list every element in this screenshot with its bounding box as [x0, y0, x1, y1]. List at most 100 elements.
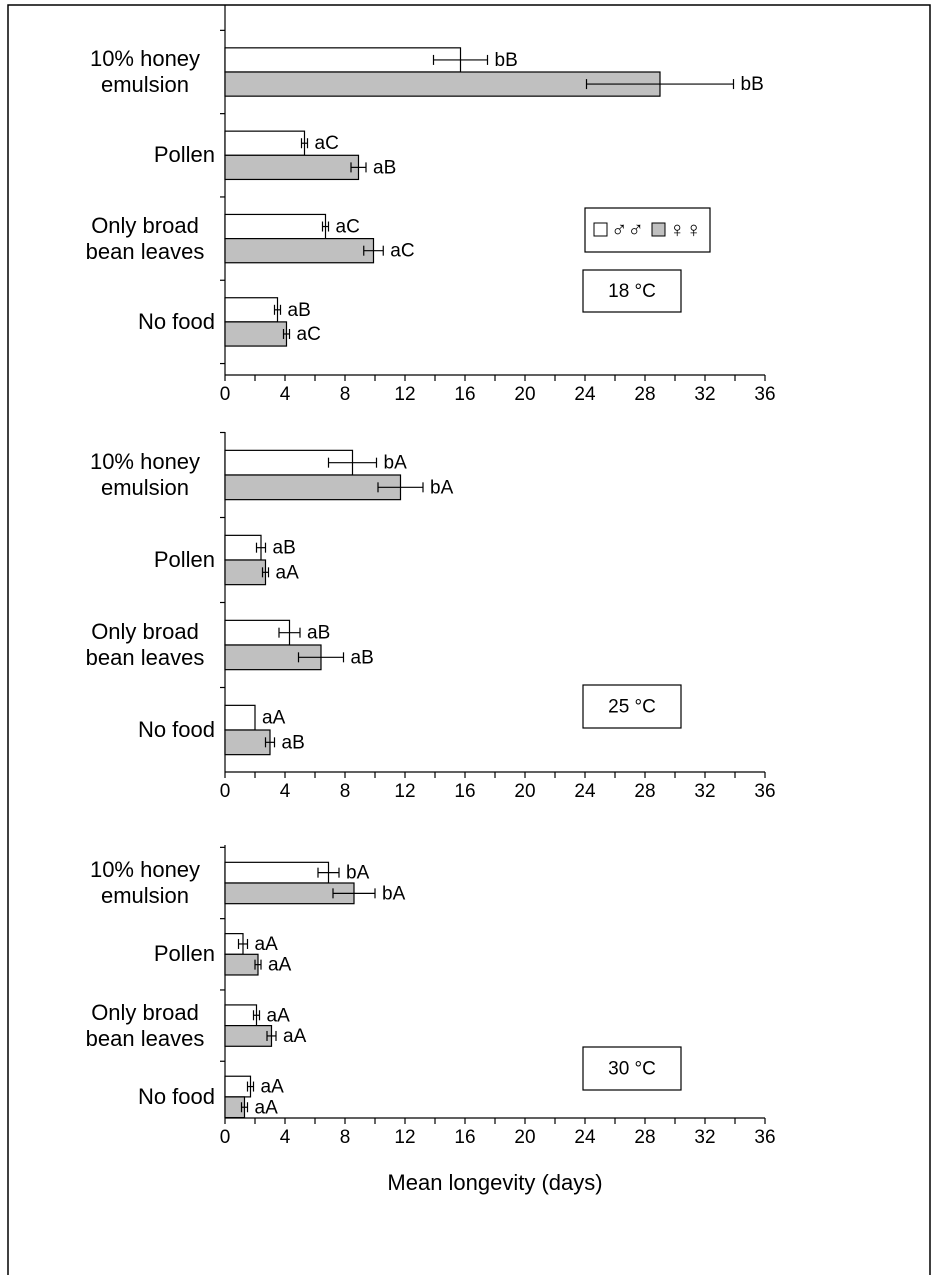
category-label: Only broad bean leaves — [85, 212, 205, 264]
x-tick-label: 32 — [694, 384, 715, 405]
legend-swatch — [593, 222, 608, 237]
legend-label: ♀♀ — [669, 217, 702, 242]
bar — [224, 213, 327, 240]
error-bar — [237, 938, 249, 949]
significance-letter: bB — [741, 74, 764, 95]
error-bar — [300, 138, 309, 149]
x-tick-label: 32 — [694, 781, 715, 802]
category-label: No food — [137, 308, 215, 334]
significance-letter: aB — [373, 157, 396, 178]
category-label: No food — [137, 717, 215, 742]
significance-letter: aB — [273, 538, 296, 559]
bar — [224, 729, 271, 756]
bar — [224, 559, 267, 586]
error-bar — [321, 221, 330, 232]
error-bar — [377, 482, 424, 493]
category-label: No food — [137, 1083, 215, 1109]
annotation: 25 °C — [608, 697, 656, 718]
annotation-box — [582, 684, 682, 729]
significance-letter: aA — [268, 955, 292, 976]
error-bar — [332, 888, 376, 899]
error-bar — [252, 1010, 261, 1021]
bar — [224, 953, 259, 976]
significance-letter: aB — [351, 647, 374, 668]
x-tick-label: 4 — [280, 781, 291, 802]
significance-letter: bA — [384, 453, 408, 474]
bar — [224, 297, 279, 323]
bar — [224, 704, 256, 731]
annotation-box — [582, 1046, 682, 1091]
error-bar — [264, 737, 276, 748]
error-bar — [240, 1102, 249, 1113]
category-label: Pollen — [153, 941, 215, 967]
significance-letter: bA — [346, 863, 370, 884]
bar — [224, 130, 306, 156]
category-label: Pollen — [153, 547, 215, 572]
frame — [7, 4, 931, 1275]
x-tick-label: 24 — [574, 781, 596, 802]
x-tick-label: 16 — [454, 781, 475, 802]
x-tick-label: 12 — [394, 384, 415, 405]
bar — [224, 1024, 273, 1047]
significance-letter: bA — [430, 477, 454, 498]
x-tick-label: 32 — [694, 1127, 715, 1148]
significance-letter: aC — [315, 133, 339, 154]
significance-letter: aB — [288, 300, 311, 321]
x-tick-label: 24 — [574, 1127, 596, 1148]
significance-letter: aC — [336, 217, 360, 238]
x-axis-label: Mean longevity (days) — [387, 1170, 602, 1195]
x-tick-label: 20 — [514, 1127, 535, 1148]
error-bar — [432, 54, 489, 65]
error-bar — [278, 627, 301, 638]
bar — [224, 534, 262, 561]
error-bar — [246, 1081, 255, 1092]
significance-letter: aA — [255, 1097, 279, 1118]
category-label: Only broad bean leaves — [85, 999, 205, 1051]
category-label: 10% honey emulsion — [89, 449, 201, 500]
bar — [224, 154, 360, 181]
significance-letter: aA — [283, 1026, 307, 1047]
error-bar — [255, 542, 267, 553]
significance-letter: aC — [390, 241, 414, 262]
significance-letter: aA — [261, 1077, 285, 1098]
bar — [224, 474, 402, 501]
bar — [224, 238, 375, 264]
significance-letter: aA — [276, 562, 300, 583]
x-tick-label: 16 — [454, 1127, 475, 1148]
x-tick-label: 24 — [574, 384, 596, 405]
error-bar — [273, 304, 282, 315]
category-label: 10% honey emulsion — [89, 46, 201, 97]
annotation: 18 °C — [608, 281, 656, 302]
significance-letter: aA — [262, 708, 286, 729]
x-tick-label: 28 — [634, 781, 655, 802]
error-bar — [350, 162, 367, 173]
significance-letter: aC — [297, 324, 321, 345]
error-bar — [327, 457, 378, 468]
annotation: 30 °C — [608, 1059, 656, 1080]
x-tick-label: 20 — [514, 781, 535, 802]
legend-swatch — [651, 222, 666, 237]
x-tick-label: 16 — [454, 384, 475, 405]
x-tick-label: 36 — [754, 781, 775, 802]
x-tick-label: 8 — [340, 781, 351, 802]
significance-letter: aA — [255, 934, 279, 955]
x-tick-label: 4 — [280, 1127, 291, 1148]
x-tick-label: 36 — [754, 1127, 775, 1148]
x-tick-label: 36 — [754, 384, 775, 405]
x-tick-label: 12 — [394, 781, 415, 802]
error-bar — [282, 328, 291, 339]
significance-letter: bA — [382, 883, 406, 904]
error-bar — [261, 567, 270, 578]
category-label: Pollen — [153, 142, 215, 168]
error-bar — [363, 245, 384, 256]
bar — [224, 47, 462, 73]
significance-letter: aB — [282, 732, 305, 753]
x-tick-label: 4 — [280, 384, 291, 405]
x-tick-label: 0 — [220, 781, 231, 802]
annotation-box — [582, 269, 682, 313]
x-tick-label: 0 — [220, 1127, 231, 1148]
legend-label: ♂♂ — [611, 217, 644, 242]
category-label: Only broad bean leaves — [85, 619, 205, 670]
